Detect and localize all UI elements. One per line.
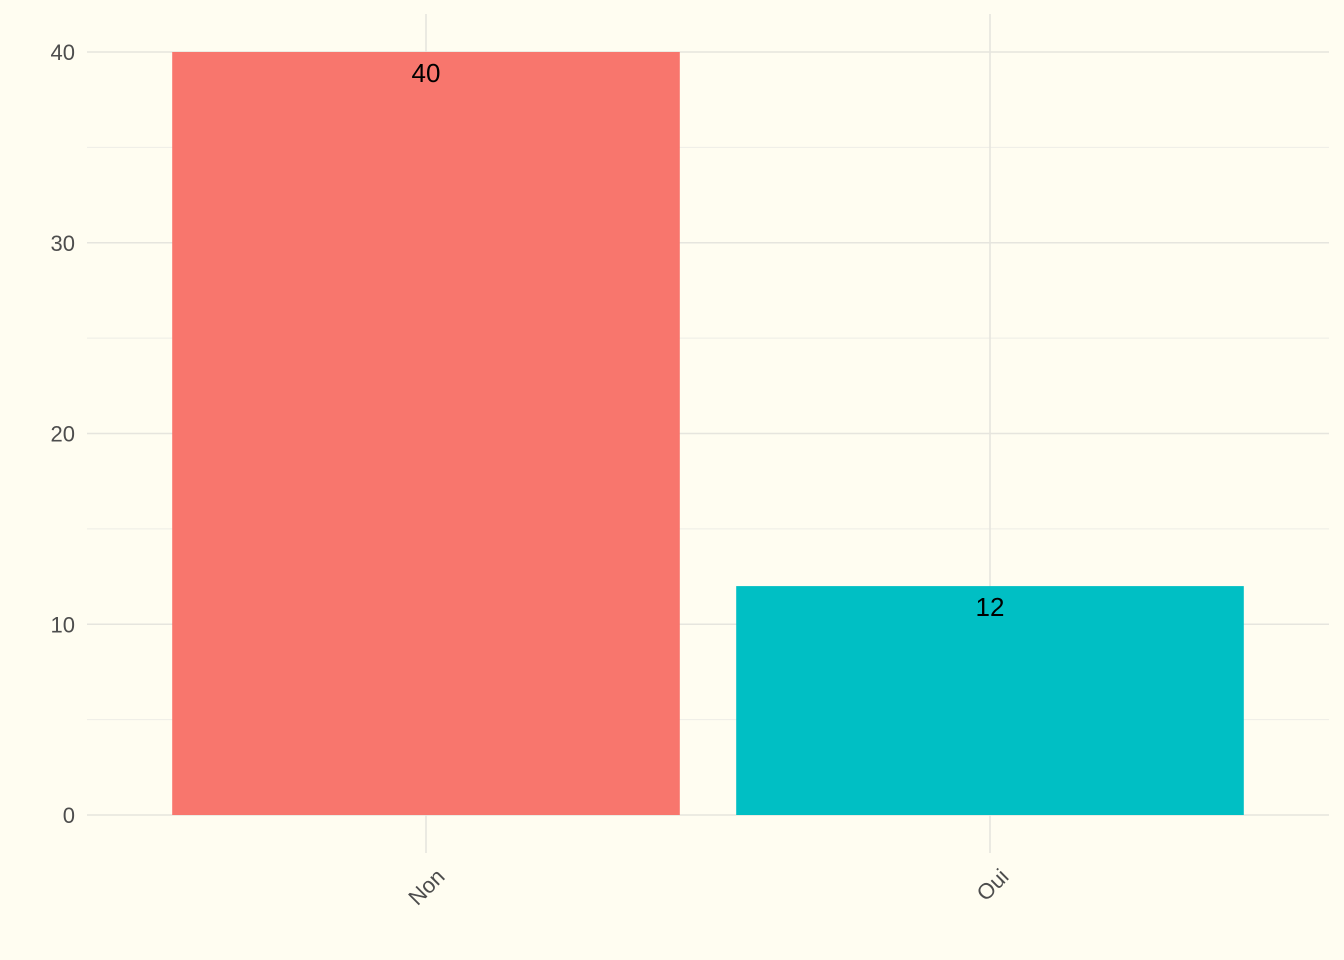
y-tick-label: 40	[51, 40, 75, 65]
bar-non	[172, 52, 680, 815]
bars-layer	[172, 52, 1244, 815]
y-tick-label: 0	[63, 803, 75, 828]
y-tick-label: 20	[51, 422, 75, 447]
data-label: 40	[412, 58, 441, 88]
data-label: 12	[976, 592, 1005, 622]
y-tick-label: 30	[51, 231, 75, 256]
labels-layer: 40 12	[412, 58, 1005, 622]
y-tick-label: 10	[51, 612, 75, 637]
bar-oui	[736, 586, 1244, 815]
x-tick-label: Non	[403, 864, 449, 910]
x-tick-label: Oui	[972, 864, 1014, 906]
